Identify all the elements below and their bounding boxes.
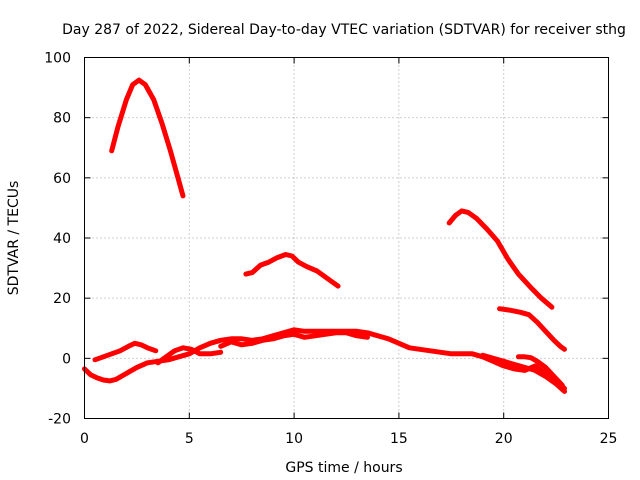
series-line-arc-7 bbox=[155, 345, 224, 366]
series-line-arc-10 bbox=[515, 354, 565, 388]
y-tick-label: 20 bbox=[53, 291, 71, 307]
series-line-arc-1 bbox=[109, 77, 186, 199]
y-tick-label: 40 bbox=[53, 231, 71, 247]
x-tick-label: 25 bbox=[600, 431, 618, 447]
x-axis-label: GPS time / hours bbox=[285, 460, 402, 476]
series-layer bbox=[82, 77, 567, 394]
y-tick-label: 0 bbox=[62, 351, 71, 367]
series-line-arc-2 bbox=[243, 252, 341, 289]
series-line-arc-3 bbox=[446, 208, 555, 310]
series-line-arc-8 bbox=[218, 330, 370, 349]
y-axis-label: SDTVAR / TECUs bbox=[6, 181, 22, 296]
x-tick-label: 5 bbox=[185, 431, 194, 447]
grid-lines bbox=[84, 57, 609, 419]
plot-frame bbox=[84, 57, 609, 419]
x-tick-label: 20 bbox=[495, 431, 513, 447]
x-tick-label: 10 bbox=[285, 431, 303, 447]
y-tick-labels: -20 0 20 40 60 80 100 bbox=[44, 51, 71, 428]
y-tick-label: 100 bbox=[44, 51, 71, 67]
chart-title: Day 287 of 2022, Sidereal Day-to-day VTE… bbox=[62, 22, 626, 38]
series-line-arc-9 bbox=[480, 352, 567, 394]
series-line-arc-6 bbox=[92, 340, 159, 363]
series-line-arc-4 bbox=[497, 306, 567, 352]
x-tick-labels: 0 5 10 15 20 25 bbox=[80, 431, 617, 447]
x-tick-label: 0 bbox=[80, 431, 89, 447]
x-tick-label: 15 bbox=[390, 431, 408, 447]
y-tick-label: 80 bbox=[53, 111, 71, 127]
y-tick-label: 60 bbox=[53, 171, 71, 187]
axis-ticks bbox=[84, 57, 609, 419]
y-tick-label: -20 bbox=[48, 412, 71, 428]
